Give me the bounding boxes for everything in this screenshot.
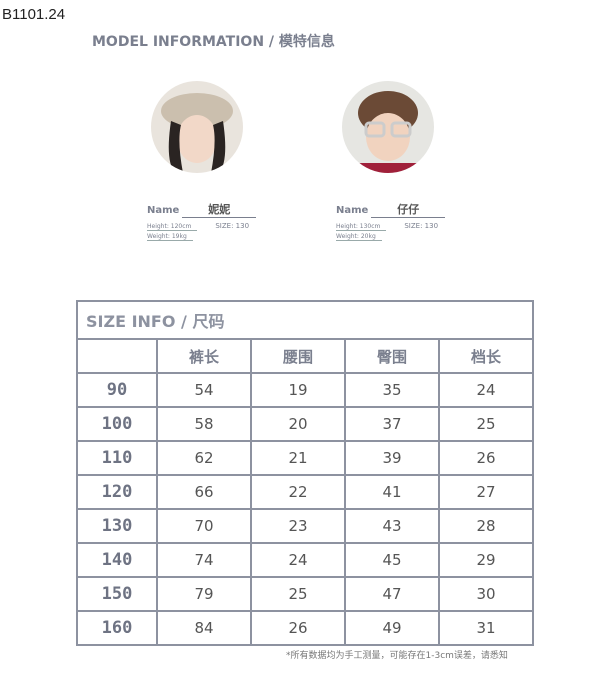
size-cell: 150 — [76, 576, 158, 612]
name-label: Name — [147, 205, 180, 216]
value-cell: 28 — [438, 508, 534, 544]
value-cell: 49 — [344, 610, 440, 646]
size-table-header: 裤长 腰围 臀围 档长 — [76, 338, 534, 374]
size-table-title: SIZE INFO / 尺码 — [76, 300, 534, 340]
size-cell: 160 — [76, 610, 158, 646]
value-cell: 29 — [438, 542, 534, 578]
value-cell: 74 — [156, 542, 252, 578]
value-cell: 22 — [250, 474, 346, 510]
table-row: 120 66 22 41 27 — [76, 474, 534, 510]
model-card-boy: Name 仔仔 Height: 130cm SIZE: 130 Weight: 2… — [336, 201, 446, 241]
table-row: 100 58 20 37 25 — [76, 406, 534, 442]
header-cell: 档长 — [438, 338, 534, 374]
header-cell — [76, 338, 158, 374]
model-weight: Weight: 20kg — [336, 233, 382, 241]
value-cell: 24 — [250, 542, 346, 578]
model-card-girl: Name 妮妮 Height: 120cm SIZE: 130 Weight: 1… — [147, 201, 257, 241]
table-row: 110 62 21 39 26 — [76, 440, 534, 476]
model-photo-girl — [151, 81, 243, 173]
value-cell: 47 — [344, 576, 440, 612]
value-cell: 19 — [250, 372, 346, 408]
model-height: Height: 130cm — [336, 223, 387, 231]
value-cell: 39 — [344, 440, 440, 476]
name-label: Name — [336, 205, 369, 216]
size-cell: 120 — [76, 474, 158, 510]
table-row: 160 84 26 49 31 — [76, 610, 534, 646]
header-cell: 臀围 — [344, 338, 440, 374]
value-cell: 27 — [438, 474, 534, 510]
size-cell: 110 — [76, 440, 158, 476]
value-cell: 30 — [438, 576, 534, 612]
product-code: B1101.24 — [2, 6, 66, 23]
model-weight: Weight: 19kg — [147, 233, 193, 241]
table-row: 90 54 19 35 24 — [76, 372, 534, 408]
value-cell: 25 — [250, 576, 346, 612]
table-row: 130 70 23 43 28 — [76, 508, 534, 544]
value-cell: 79 — [156, 576, 252, 612]
value-cell: 24 — [438, 372, 534, 408]
header-cell: 腰围 — [250, 338, 346, 374]
value-cell: 66 — [156, 474, 252, 510]
value-cell: 54 — [156, 372, 252, 408]
model-photo-boy — [342, 81, 434, 173]
value-cell: 20 — [250, 406, 346, 442]
value-cell: 31 — [438, 610, 534, 646]
table-row: 140 74 24 45 29 — [76, 542, 534, 578]
value-cell: 43 — [344, 508, 440, 544]
model-size: SIZE: 130 — [404, 222, 439, 230]
model-info-title: MODEL INFORMATION / 模特信息 — [92, 34, 335, 50]
size-cell: 130 — [76, 508, 158, 544]
footnote: *所有数据均为手工测量，可能存在1-3cm误差，请悉知 — [286, 651, 508, 661]
value-cell: 41 — [344, 474, 440, 510]
value-cell: 62 — [156, 440, 252, 476]
table-row: 150 79 25 47 30 — [76, 576, 534, 612]
size-cell: 90 — [76, 372, 158, 408]
value-cell: 25 — [438, 406, 534, 442]
value-cell: 70 — [156, 508, 252, 544]
model-name: 仔仔 — [371, 201, 446, 218]
value-cell: 58 — [156, 406, 252, 442]
size-table: SIZE INFO / 尺码 裤长 腰围 臀围 档长 90 54 19 35 24 100 58 2… — [76, 300, 534, 646]
model-name: 妮妮 — [182, 201, 257, 218]
value-cell: 37 — [344, 406, 440, 442]
value-cell: 21 — [250, 440, 346, 476]
value-cell: 26 — [250, 610, 346, 646]
value-cell: 26 — [438, 440, 534, 476]
header-cell: 裤长 — [156, 338, 252, 374]
size-cell: 100 — [76, 406, 158, 442]
model-height: Height: 120cm — [147, 223, 198, 231]
size-cell: 140 — [76, 542, 158, 578]
value-cell: 84 — [156, 610, 252, 646]
value-cell: 45 — [344, 542, 440, 578]
value-cell: 35 — [344, 372, 440, 408]
model-size: SIZE: 130 — [215, 222, 250, 230]
value-cell: 23 — [250, 508, 346, 544]
